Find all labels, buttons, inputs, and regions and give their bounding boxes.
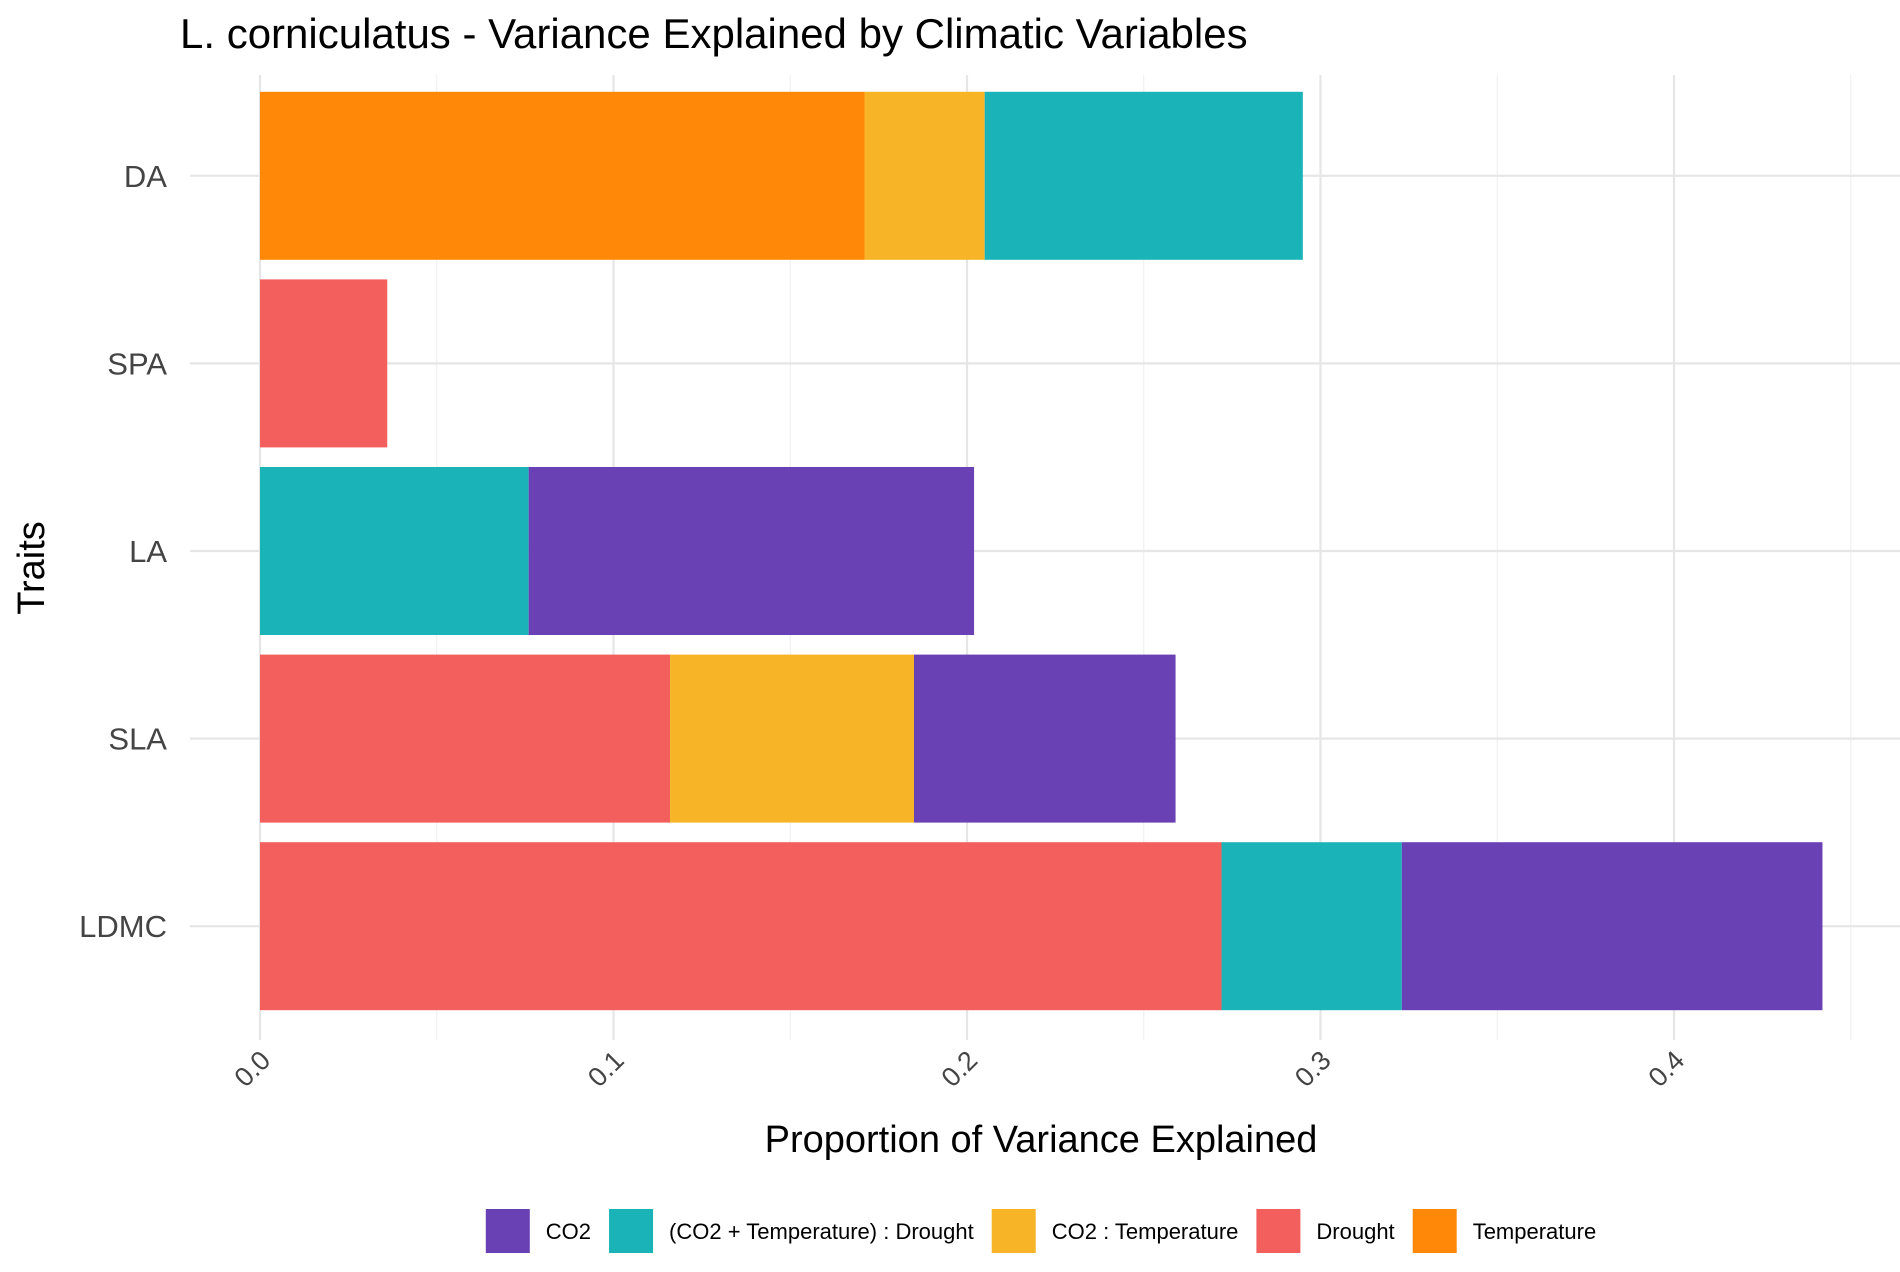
x-tick-label: 0.2 (935, 1045, 983, 1093)
bar-la-co2-temperature-drought (260, 467, 529, 635)
bar-spa-drought (260, 279, 388, 448)
y-tick-label: LA (129, 534, 167, 569)
bar-ldmc-co2 (1401, 842, 1823, 1011)
bar-da-co2-temperature-drought (984, 91, 1303, 260)
bar-sla-co2 (913, 654, 1176, 823)
y-tick-label: LDMC (79, 909, 167, 944)
bar-da-temperature (260, 91, 865, 260)
legend-item: Drought (1256, 1209, 1395, 1253)
legend-label: CO2 (546, 1219, 591, 1244)
y-tick-label: SLA (108, 722, 167, 757)
x-axis-title: Proportion of Variance Explained (765, 1119, 1318, 1161)
y-axis-title: Traits (11, 521, 53, 615)
legend-swatch (485, 1209, 530, 1253)
x-tick-label: 0.1 (582, 1045, 630, 1093)
legend-item: CO2 (485, 1209, 591, 1253)
legend-label: CO2 : Temperature (1052, 1219, 1239, 1244)
bar-da-co2-temperature (864, 91, 985, 260)
legend: CO2 (CO2 + Temperature) : Drought CO2 : Te… (485, 1209, 1597, 1253)
x-axis-ticks: 0.0 0.1 0.2 0.3 0.4 (228, 1045, 1690, 1093)
y-axis-ticks: DA SPA LA SLA LDMC (79, 159, 167, 944)
legend-swatch (991, 1209, 1036, 1253)
bar-sla-drought (260, 654, 671, 823)
x-tick-label: 0.4 (1642, 1045, 1690, 1093)
legend-label: Drought (1316, 1219, 1394, 1244)
legend-swatch (1412, 1209, 1457, 1253)
legend-label: Temperature (1473, 1219, 1597, 1244)
legend-item: CO2 : Temperature (991, 1209, 1239, 1253)
legend-item: (CO2 + Temperature) : Drought (609, 1209, 974, 1253)
legend-swatch (1256, 1209, 1301, 1253)
bar-ldmc-co2-temperature-drought (1221, 842, 1402, 1011)
y-tick-label: DA (124, 159, 167, 194)
legend-item: Temperature (1412, 1209, 1597, 1253)
legend-swatch (609, 1209, 654, 1253)
bar-ldmc-drought (260, 842, 1222, 1011)
y-tick-label: SPA (107, 346, 167, 381)
bar-la-co2 (528, 467, 975, 635)
chart-title: L. corniculatus - Variance Explained by … (180, 10, 1248, 57)
x-tick-label: 0.3 (1289, 1045, 1337, 1093)
bar-sla-co2-temperature (670, 654, 914, 823)
bars (260, 91, 1823, 1011)
x-tick-label: 0.0 (228, 1045, 276, 1093)
legend-label: (CO2 + Temperature) : Drought (669, 1219, 974, 1244)
